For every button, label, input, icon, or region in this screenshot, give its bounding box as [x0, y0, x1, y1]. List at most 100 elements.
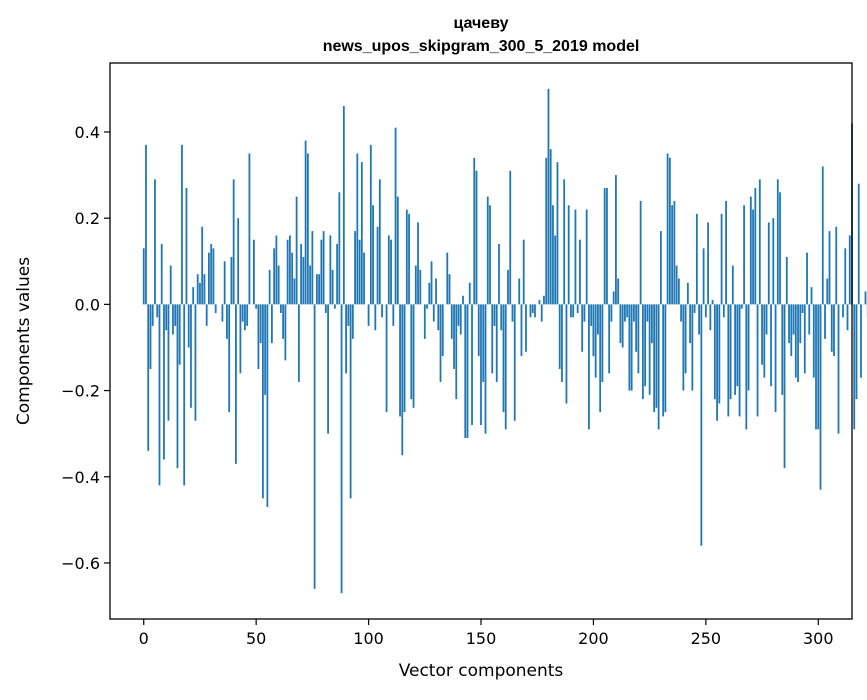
bar-component-234 — [669, 158, 671, 305]
bar-component-190 — [570, 304, 572, 317]
bar-component-23 — [195, 304, 197, 420]
bar-component-65 — [289, 235, 291, 304]
bar-component-21 — [190, 304, 192, 407]
bar-component-8 — [161, 244, 163, 304]
bar-component-252 — [709, 304, 711, 330]
bar-component-1 — [145, 145, 147, 304]
bar-component-43 — [240, 304, 242, 373]
bar-component-223 — [644, 304, 646, 386]
bar-component-104 — [377, 227, 379, 305]
bar-component-12 — [170, 266, 172, 305]
bar-component-215 — [626, 304, 628, 317]
bar-component-66 — [291, 253, 293, 305]
bar-component-212 — [620, 304, 622, 343]
bar-component-283 — [779, 192, 781, 304]
bar-component-210 — [615, 175, 617, 304]
bar-component-195 — [581, 304, 583, 351]
bar-component-294 — [804, 304, 806, 373]
bar-component-132 — [440, 304, 442, 382]
bar-component-217 — [631, 304, 633, 390]
bar-component-143 — [464, 304, 466, 438]
bar-component-218 — [633, 304, 635, 321]
bar-component-202 — [597, 304, 599, 334]
bar-component-224 — [646, 304, 648, 321]
bar-component-135 — [446, 253, 448, 305]
bar-component-198 — [588, 304, 590, 429]
bar-component-79 — [320, 240, 322, 305]
bar-component-191 — [572, 304, 574, 317]
bar-component-182 — [552, 205, 554, 304]
bar-component-76 — [314, 304, 316, 588]
bar-component-9 — [163, 304, 165, 459]
bar-component-54 — [264, 304, 266, 395]
bar-component-174 — [534, 304, 536, 317]
bar-component-97 — [361, 162, 363, 304]
bar-component-83 — [329, 235, 331, 304]
bar-component-91 — [347, 304, 349, 326]
bar-component-116 — [404, 304, 406, 412]
bar-component-243 — [689, 304, 691, 343]
bar-component-247 — [698, 304, 700, 334]
y-tick-label: 0.0 — [75, 295, 100, 314]
bar-component-244 — [691, 304, 693, 390]
bar-component-289 — [793, 304, 795, 334]
bar-component-126 — [426, 304, 428, 308]
bar-component-269 — [748, 304, 750, 390]
bar-component-274 — [759, 179, 761, 304]
bar-component-221 — [640, 201, 642, 304]
bar-component-148 — [476, 171, 478, 305]
bar-component-281 — [775, 304, 777, 412]
bar-component-19 — [186, 188, 188, 304]
bar-component-255 — [716, 304, 718, 420]
bar-component-297 — [811, 287, 813, 304]
bar-component-306 — [831, 304, 833, 351]
bar-component-154 — [489, 205, 491, 304]
bar-component-136 — [449, 274, 451, 304]
bar-component-31 — [213, 248, 215, 304]
bar-component-158 — [498, 244, 500, 304]
bar-component-246 — [696, 214, 698, 305]
bar-component-57 — [271, 304, 273, 343]
bar-component-125 — [424, 304, 426, 338]
bar-component-251 — [707, 222, 709, 304]
bar-component-163 — [509, 171, 511, 305]
y-tick-label: −0.2 — [61, 382, 100, 401]
bar-component-208 — [611, 304, 613, 321]
bar-component-162 — [507, 270, 509, 304]
bar-component-231 — [662, 304, 664, 416]
bar-component-150 — [480, 304, 482, 425]
bar-component-94 — [354, 231, 356, 304]
bar-component-88 — [341, 304, 343, 593]
bar-component-60 — [278, 266, 280, 305]
bar-component-102 — [372, 205, 374, 304]
bar-component-82 — [327, 304, 329, 433]
bar-component-115 — [401, 304, 403, 455]
bar-component-259 — [725, 201, 727, 304]
bar-component-32 — [215, 304, 217, 313]
bar-component-267 — [743, 205, 745, 304]
bar-component-85 — [334, 304, 336, 308]
bar-component-138 — [453, 304, 455, 369]
bar-component-58 — [273, 248, 275, 304]
bar-component-168 — [521, 304, 523, 356]
bar-component-304 — [826, 279, 828, 305]
bar-component-55 — [266, 304, 268, 507]
bar-component-261 — [730, 304, 732, 399]
bar-component-213 — [622, 304, 624, 347]
bar-component-112 — [395, 128, 397, 305]
bar-component-307 — [833, 304, 835, 356]
bar-component-35 — [222, 304, 224, 321]
bar-component-308 — [835, 227, 837, 305]
bar-component-241 — [685, 304, 687, 373]
bar-component-15 — [177, 304, 179, 468]
bar-component-7 — [159, 304, 161, 485]
bar-component-121 — [415, 266, 417, 305]
bar-component-47 — [249, 154, 251, 305]
bar-component-238 — [678, 279, 680, 305]
bar-component-177 — [541, 304, 543, 321]
bar-component-133 — [442, 304, 444, 356]
bar-component-302 — [822, 166, 824, 304]
bar-component-245 — [694, 304, 696, 313]
